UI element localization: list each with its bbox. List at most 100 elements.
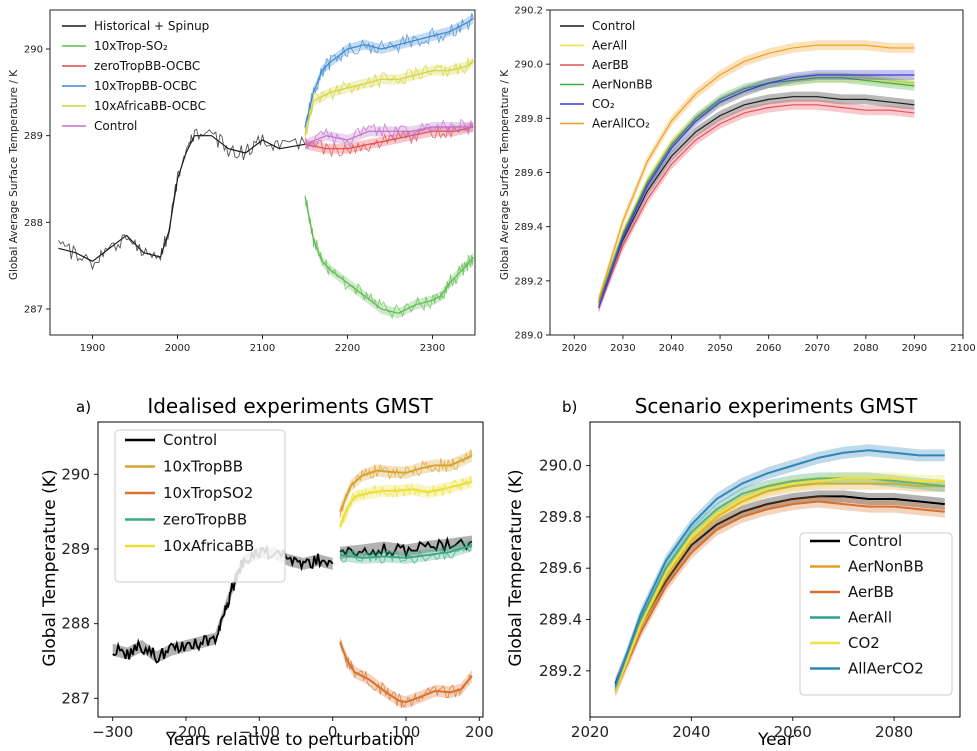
legend-label: AerAll <box>848 609 892 627</box>
tr-xtick-label: 2050 <box>707 343 732 354</box>
bl-xtick-label: −200 <box>165 723 206 741</box>
tl-xtick-label: 2200 <box>335 343 360 354</box>
tr-xtick-label: 2040 <box>659 343 684 354</box>
series-line-noisy <box>304 12 474 128</box>
bl-ytick-label: 290 <box>61 465 90 483</box>
panel-top-left: Global Average Surface Temperature / K 1… <box>8 9 476 354</box>
legend-label: AerAllCO₂ <box>592 117 650 131</box>
tr-ytick-label: 290.2 <box>514 6 543 17</box>
panel-top-right: Global Average Surface Temperature / K 2… <box>499 6 976 355</box>
tl-ytick-label: 287 <box>24 305 43 316</box>
tr-ytick-label: 290.0 <box>514 60 543 71</box>
br-xtick-label: 2040 <box>672 723 710 741</box>
legend-label: 10xAfricaBB <box>163 537 254 555</box>
br-panel-label: b) <box>562 398 577 416</box>
bl-xtick-label: −100 <box>239 723 280 741</box>
tl-xtick-label: 2300 <box>420 343 445 354</box>
legend-label: Control <box>94 119 137 133</box>
series-line <box>598 77 915 303</box>
series-line <box>304 196 474 314</box>
series-line <box>598 104 915 309</box>
tr-xtick-label: 2070 <box>805 343 830 354</box>
series-line <box>339 641 473 704</box>
tr-ytick-label: 289.0 <box>514 331 543 342</box>
series-line-noisy <box>112 543 334 664</box>
series-line <box>598 44 915 300</box>
series-line <box>614 495 945 685</box>
tr-xtick-label: 2100 <box>950 343 975 354</box>
series-line-noisy <box>339 475 473 528</box>
legend-label: 10xTrop-SO₂ <box>94 39 168 53</box>
series-line-noisy <box>339 449 473 518</box>
legend-label: Control <box>848 532 902 550</box>
legend-label: 10xTropSO2 <box>163 484 253 502</box>
bl-xtick-label: −300 <box>92 723 133 741</box>
series-line <box>339 544 473 559</box>
series-line <box>598 74 915 309</box>
legend-label: Control <box>163 431 217 449</box>
br-plot-frame <box>589 421 961 718</box>
tr-ytick-label: 289.2 <box>514 276 543 287</box>
tl-ytick-label: 290 <box>24 45 43 56</box>
tr-xtick-label: 2090 <box>902 343 927 354</box>
series-line <box>304 126 474 150</box>
tl-xtick-label: 2100 <box>250 343 275 354</box>
bl-legend: Control 10xTropBB 10xTropSO2 zeroTropBB 10xA… <box>114 429 286 583</box>
legend-label: AerAll <box>592 39 627 53</box>
bl-ytick-label: 288 <box>61 615 90 633</box>
legend-label: CO2 <box>848 634 880 652</box>
bl-title: Idealised experiments GMST <box>147 394 433 418</box>
tr-xtick-label: 2030 <box>610 343 635 354</box>
series-band <box>615 472 945 698</box>
tr-legend: Control AerAll AerBB AerNonBB CO₂ AerAllCO₂ <box>560 19 653 131</box>
legend-label: AerBB <box>592 58 629 72</box>
tl-legend: Historical + Spinup 10xTrop-SO₂ zeroTropBB… <box>62 19 209 133</box>
bl-xtick-label: 100 <box>392 723 421 741</box>
br-ytick-label: 289.6 <box>539 559 582 577</box>
series-band <box>112 546 333 664</box>
tl-ylabel: Global Average Surface Temperature / K <box>8 69 20 280</box>
series-line <box>304 126 474 145</box>
legend-label: 10xTropBB-OCBC <box>94 79 197 93</box>
br-xtick-label: 2020 <box>571 723 609 741</box>
series-line <box>304 61 474 136</box>
tr-ytick-label: 289.8 <box>514 114 543 125</box>
tl-ytick-label: 289 <box>24 131 43 142</box>
bl-ytick-label: 289 <box>61 540 90 558</box>
br-ytick-label: 289.4 <box>539 611 582 629</box>
bl-xtick-label: 200 <box>465 723 494 741</box>
series-band <box>305 191 474 319</box>
bl-ylabel: Global Temperature (K) <box>40 469 60 666</box>
legend-label: Historical + Spinup <box>94 19 209 33</box>
tr-xtick-label: 2080 <box>853 343 878 354</box>
tr-ytick-label: 289.4 <box>514 222 543 233</box>
series-band <box>340 449 472 518</box>
series-line <box>304 18 474 128</box>
legend-label: zeroTropBB <box>163 511 247 529</box>
br-ytick-label: 289.8 <box>539 508 582 526</box>
legend-label: CO₂ <box>592 97 615 111</box>
tl-ytick-label: 288 <box>24 218 43 229</box>
series-line <box>339 454 473 513</box>
tr-xtick-label: 2060 <box>756 343 781 354</box>
tr-ytick-label: 289.6 <box>514 168 543 179</box>
br-xlabel: Year <box>757 730 794 750</box>
series-line <box>614 477 945 692</box>
legend-label: AerBB <box>848 583 894 601</box>
bl-panel-label: a) <box>76 398 91 416</box>
br-xtick-label: 2060 <box>774 723 812 741</box>
series-line <box>614 482 945 690</box>
tl-xtick-label: 2000 <box>165 343 190 354</box>
series-band <box>615 472 945 695</box>
br-ytick-label: 290.0 <box>539 457 582 475</box>
legend-label: AerNonBB <box>592 78 653 92</box>
series-line-noisy <box>339 536 473 560</box>
series-line <box>339 480 473 527</box>
tr-ylabel: Global Average Surface Temperature / K <box>499 69 511 280</box>
bl-xlabel: Years relative to perturbation <box>165 730 415 750</box>
legend-label: Control <box>592 19 635 33</box>
tl-plot-frame <box>49 9 476 336</box>
series-line-noisy <box>58 128 306 271</box>
series-line <box>58 135 306 262</box>
panel-bottom-left: a) Idealised experiments GMST Global Tem… <box>40 394 494 750</box>
